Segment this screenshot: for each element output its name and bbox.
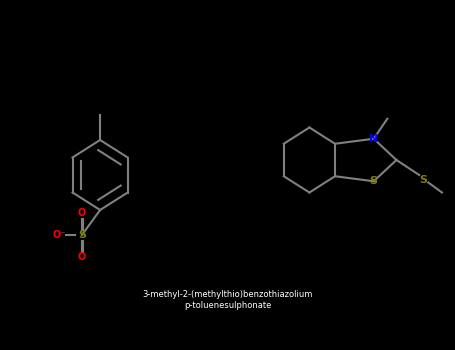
Text: O: O: [78, 252, 86, 262]
Text: S: S: [78, 230, 86, 240]
Text: N: N: [369, 134, 378, 144]
Text: S: S: [370, 176, 378, 186]
Text: 3-methyl-2-(methylthio)benzothiazolium
p-toluenesulphonate: 3-methyl-2-(methylthio)benzothiazolium p…: [142, 290, 313, 310]
Text: S: S: [420, 175, 428, 185]
Text: O⁻: O⁻: [52, 230, 66, 240]
Text: O: O: [78, 208, 86, 217]
